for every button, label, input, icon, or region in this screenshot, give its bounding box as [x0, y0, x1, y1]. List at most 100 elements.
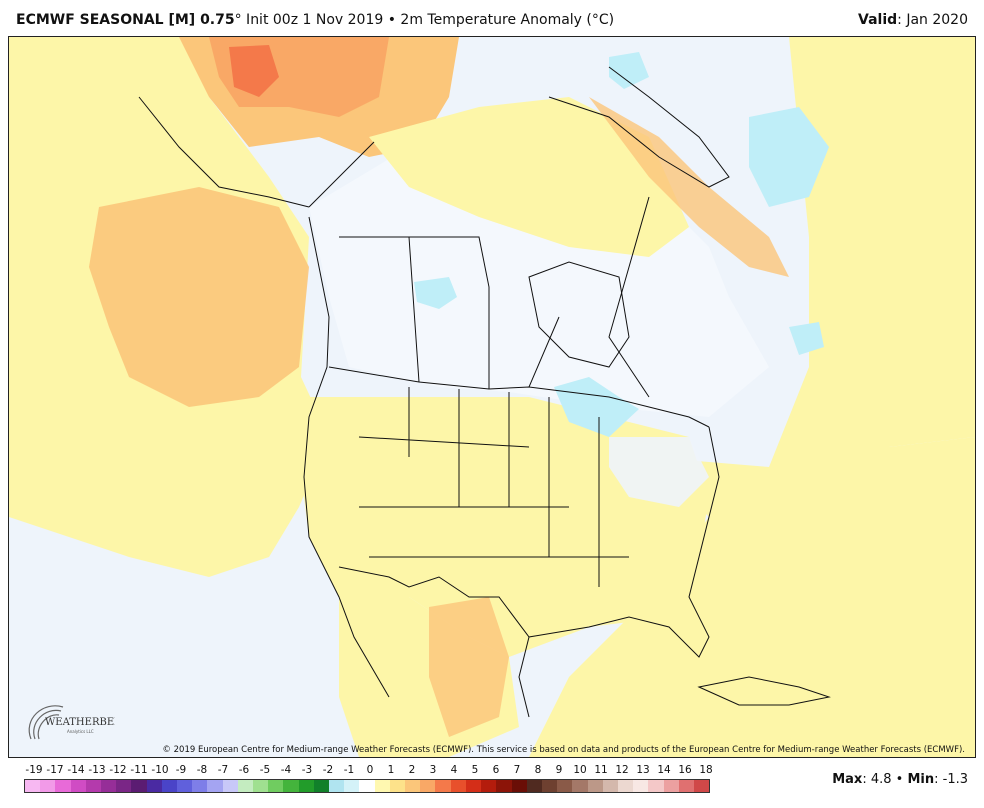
legend-color-cell: [541, 780, 558, 792]
legend-color-cell: [313, 780, 330, 792]
legend-color-cell: [40, 780, 56, 792]
greenland-coastline: [548, 66, 730, 188]
legend-colorbar: [24, 779, 710, 793]
legend-color-cell: [237, 780, 254, 792]
baffin-cool-anomaly: [609, 52, 649, 89]
legend-tick-label: 4: [450, 764, 458, 776]
pacific-warm-anomaly-2: [89, 187, 309, 407]
atlantic-warm-region-2: [529, 437, 975, 757]
legend-tick-label: -1: [343, 764, 355, 776]
legend-tick-label: -7: [217, 764, 229, 776]
legend-color-cell: [496, 780, 512, 792]
copyright-notice: © 2019 European Centre for Medium-range …: [162, 745, 965, 755]
color-legend: -19 -17 -14 -13 -12 -11 -10 -9 -8 -7 -6 -5 -4 -3 -2 -1 0…: [16, 764, 713, 798]
legend-color-cell: [25, 780, 41, 792]
legend-color-cell: [526, 780, 542, 792]
legend-color-cell: [116, 780, 132, 792]
us-warm-region: [299, 397, 709, 657]
legend-tick-label: -9: [175, 764, 187, 776]
legend-tick-label: -11: [130, 764, 148, 776]
legend-color-cell: [55, 780, 71, 792]
min-label: Min: [907, 772, 935, 787]
legend-tick-label: -2: [322, 764, 334, 776]
legend-tick-label: 12: [615, 764, 629, 776]
legend-color-cell: [283, 780, 299, 792]
legend-color-cell: [405, 780, 421, 792]
legend-color-cell: [131, 780, 147, 792]
great-lakes-cool-anomaly: [554, 377, 639, 437]
legend-tick-label: 16: [678, 764, 692, 776]
legend-color-cell: [268, 780, 284, 792]
max-value: : 4.8 •: [862, 772, 908, 787]
mexico-warm-anomaly: [429, 597, 509, 737]
arctic-warm-region: [369, 97, 689, 257]
legend-tick-label: -19: [25, 764, 43, 776]
legend-color-cell: [465, 780, 482, 792]
header: ECMWF SEASONAL [M] 0.75° Init 00z 1 Nov …: [0, 0, 984, 36]
legend-color-cell: [557, 780, 573, 792]
labrador-sea-cool-anomaly: [789, 322, 824, 355]
legend-color-cell: [344, 780, 360, 792]
hudson-cool-anomaly: [414, 277, 457, 309]
legend-tick-label: 11: [594, 764, 608, 776]
alaska-peak-anomaly: [229, 45, 279, 97]
legend-color-cell: [161, 780, 178, 792]
legend-color-cell: [693, 780, 710, 792]
legend-color-cell: [511, 780, 527, 792]
legend-tick-label: 14: [657, 764, 671, 776]
legend-tick-label: -14: [67, 764, 85, 776]
legend-color-cell: [572, 780, 588, 792]
legend-tick-label: 7: [513, 764, 521, 776]
legend-tick-label: -4: [280, 764, 292, 776]
legend-color-cell: [678, 780, 694, 792]
legend-color-cell: [633, 780, 649, 792]
legend-color-cell: [146, 780, 162, 792]
legend-color-cell: [359, 780, 375, 792]
map-title: ECMWF SEASONAL [M] 0.75° Init 00z 1 Nov …: [16, 12, 614, 28]
alaska-coastline: [138, 96, 310, 208]
legend-color-cell: [222, 780, 238, 792]
province-lines: [339, 196, 650, 398]
legend-color-cell: [101, 780, 117, 792]
legend-tick-label: 6: [492, 764, 500, 776]
legend-color-cell: [617, 780, 634, 792]
legend-color-cell: [374, 780, 390, 792]
greenland-cool-anomaly: [749, 107, 829, 207]
west-coastline: [303, 216, 390, 698]
map-stats: Max: 4.8 • Min: -1.3: [832, 772, 968, 787]
legend-color-cell: [329, 780, 345, 792]
title-model: ECMWF SEASONAL [M] 0.75: [16, 12, 235, 28]
state-lines: [358, 387, 629, 587]
anomaly-map: © 2019 European Centre for Medium-range …: [8, 36, 976, 758]
cuba-coastline: [697, 676, 831, 706]
legend-color-cell: [253, 780, 269, 792]
legend-tick-label: 9: [555, 764, 563, 776]
legend-tick-label: 0: [366, 764, 374, 776]
us-cool-anomaly: [609, 437, 709, 507]
political-borders: [138, 66, 831, 718]
title-details: ° Init 00z 1 Nov 2019 • 2m Temperature A…: [234, 12, 615, 28]
logo-text: WEATHERBELL: [45, 717, 115, 728]
legend-tick-label: 1: [387, 764, 395, 776]
alaska-canada-border: [308, 141, 375, 208]
legend-color-cell: [85, 780, 102, 792]
legend-tick-label: -8: [196, 764, 208, 776]
legend-color-cell: [298, 780, 314, 792]
legend-color-cell: [602, 780, 618, 792]
legend-color-cell: [420, 780, 436, 792]
legend-color-cell: [587, 780, 603, 792]
legend-tick-label: -13: [88, 764, 106, 776]
greenland-warm-band: [589, 97, 789, 277]
legend-tick-label: 3: [429, 764, 437, 776]
logo-subtext: Analytics LLC: [67, 729, 94, 734]
legend-tick-label: 5: [471, 764, 479, 776]
legend-color-cell: [177, 780, 193, 792]
map-canvas: [9, 37, 975, 757]
east-coastline: [518, 426, 720, 718]
legend-tick-label: -12: [109, 764, 127, 776]
legend-tick-label: 2: [408, 764, 416, 776]
valid-value: : Jan 2020: [897, 12, 968, 28]
legend-color-cell: [481, 780, 497, 792]
hudson-bay-coast: [528, 261, 630, 368]
legend-tick-label: -3: [301, 764, 313, 776]
